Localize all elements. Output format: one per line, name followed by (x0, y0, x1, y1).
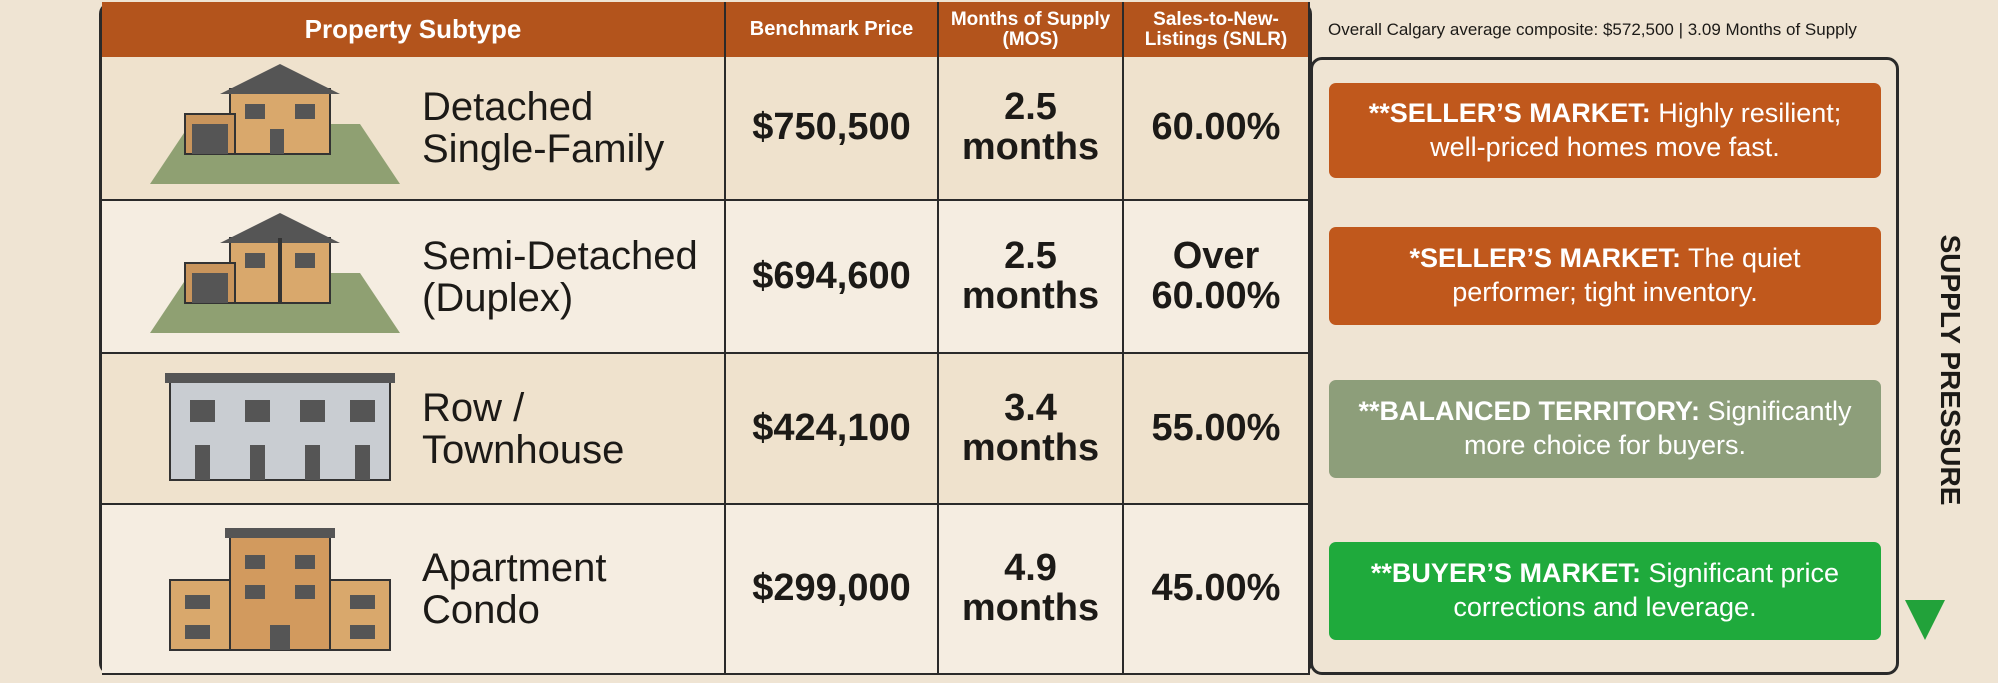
mos: 4.9 months (939, 505, 1124, 675)
snlr: 45.00% (1124, 505, 1310, 675)
header-cell: Property Subtype (102, 2, 726, 57)
status-box: *SELLER’S MARKET: The quiet performer; t… (1329, 227, 1881, 325)
mos: 2.5 months (939, 201, 1124, 354)
property-icon (165, 372, 395, 481)
status-text: The quiet performer; tight inventory. (1452, 243, 1801, 307)
side-label: SUPPLY PRESSURE (1935, 234, 1966, 506)
status-label: *SELLER’S MARKET: (1409, 243, 1681, 274)
note: Overall Calgary average composite: $572,… (1328, 20, 1857, 39)
status-content: **BALANCED TERRITORY: Significantly more… (1347, 395, 1863, 463)
property-icon (169, 528, 391, 651)
mos: 2.5 months (939, 57, 1124, 201)
pressure-arrow (1905, 100, 1945, 640)
status-text: Significantly more choice for buyers. (1463, 396, 1852, 460)
header-cell: Benchmark Price (726, 2, 939, 57)
property-icon (150, 64, 400, 184)
status-label: **BUYER’S MARKET: (1370, 558, 1641, 589)
status-box: **SELLER’S MARKET: Highly resilient; wel… (1329, 83, 1881, 178)
status-content: **BUYER’S MARKET: Significant price corr… (1347, 557, 1863, 625)
status-box: **BALANCED TERRITORY: Significantly more… (1329, 380, 1881, 478)
price: $299,000 (726, 505, 939, 675)
status-text: Highly resilient; well-priced homes move… (1430, 97, 1842, 162)
status-label: **BALANCED TERRITORY: (1358, 396, 1700, 427)
status-content: *SELLER’S MARKET: The quiet performer; t… (1347, 242, 1863, 310)
price: $424,100 (726, 354, 939, 505)
price: $750,500 (726, 57, 939, 201)
status-panel (1310, 57, 1899, 675)
status-box: **BUYER’S MARKET: Significant price corr… (1329, 542, 1881, 640)
status-content: **SELLER’S MARKET: Highly resilient; wel… (1347, 97, 1863, 165)
snlr: 55.00% (1124, 354, 1310, 505)
price: $694,600 (726, 201, 939, 354)
status-text: Significant price corrections and levera… (1453, 558, 1840, 622)
property-icon (150, 212, 400, 333)
header-cell: Sales-to-New-Listings (SNLR) (1124, 2, 1310, 57)
header-cell: Months of Supply (MOS) (939, 2, 1124, 57)
mos: 3.4 months (939, 354, 1124, 505)
snlr: 60.00% (1124, 57, 1310, 201)
status-label: **SELLER’S MARKET: (1368, 97, 1651, 128)
snlr: Over 60.00% (1124, 201, 1310, 354)
